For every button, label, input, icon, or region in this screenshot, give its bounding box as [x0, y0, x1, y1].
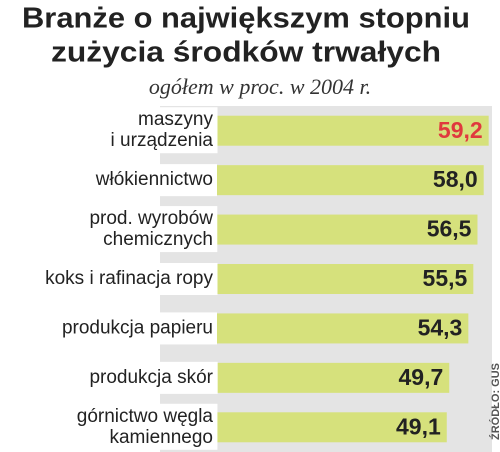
- category-label: produkcja skór: [89, 367, 213, 388]
- value-label: 58,0: [433, 166, 478, 192]
- category-label: górnictwo węgla kamiennego: [77, 406, 214, 448]
- category-label: maszyny i urządzenia: [111, 109, 214, 151]
- value-label: 55,5: [423, 265, 468, 291]
- value-label: 49,1: [396, 413, 441, 439]
- value-label: 59,2: [438, 117, 483, 143]
- chart-title: zużycia środków trwałych: [51, 37, 441, 69]
- label-background: [55, 312, 217, 345]
- category-label: produkcja papieru: [62, 317, 213, 338]
- label-background: [88, 164, 217, 197]
- value-label: 49,7: [398, 364, 443, 390]
- label-background: [104, 107, 218, 154]
- label-background: [39, 263, 218, 295]
- category-label: włókiennictwo: [95, 169, 213, 190]
- category-label: prod. wyrobów chemicznych: [89, 208, 213, 250]
- label-background: [83, 361, 218, 394]
- value-label: 54,3: [418, 315, 463, 341]
- chart-subtitle: ogółem w proc. w 2004 r.: [149, 74, 371, 99]
- source: ŹRÓDŁO: GUS: [489, 363, 500, 440]
- chart-title: Branże o największym stopniu: [22, 3, 470, 35]
- value-label: 56,5: [427, 216, 472, 242]
- label-background: [83, 206, 218, 253]
- category-label: koks i rafinacja ropy: [45, 268, 213, 289]
- label-background: [70, 403, 218, 450]
